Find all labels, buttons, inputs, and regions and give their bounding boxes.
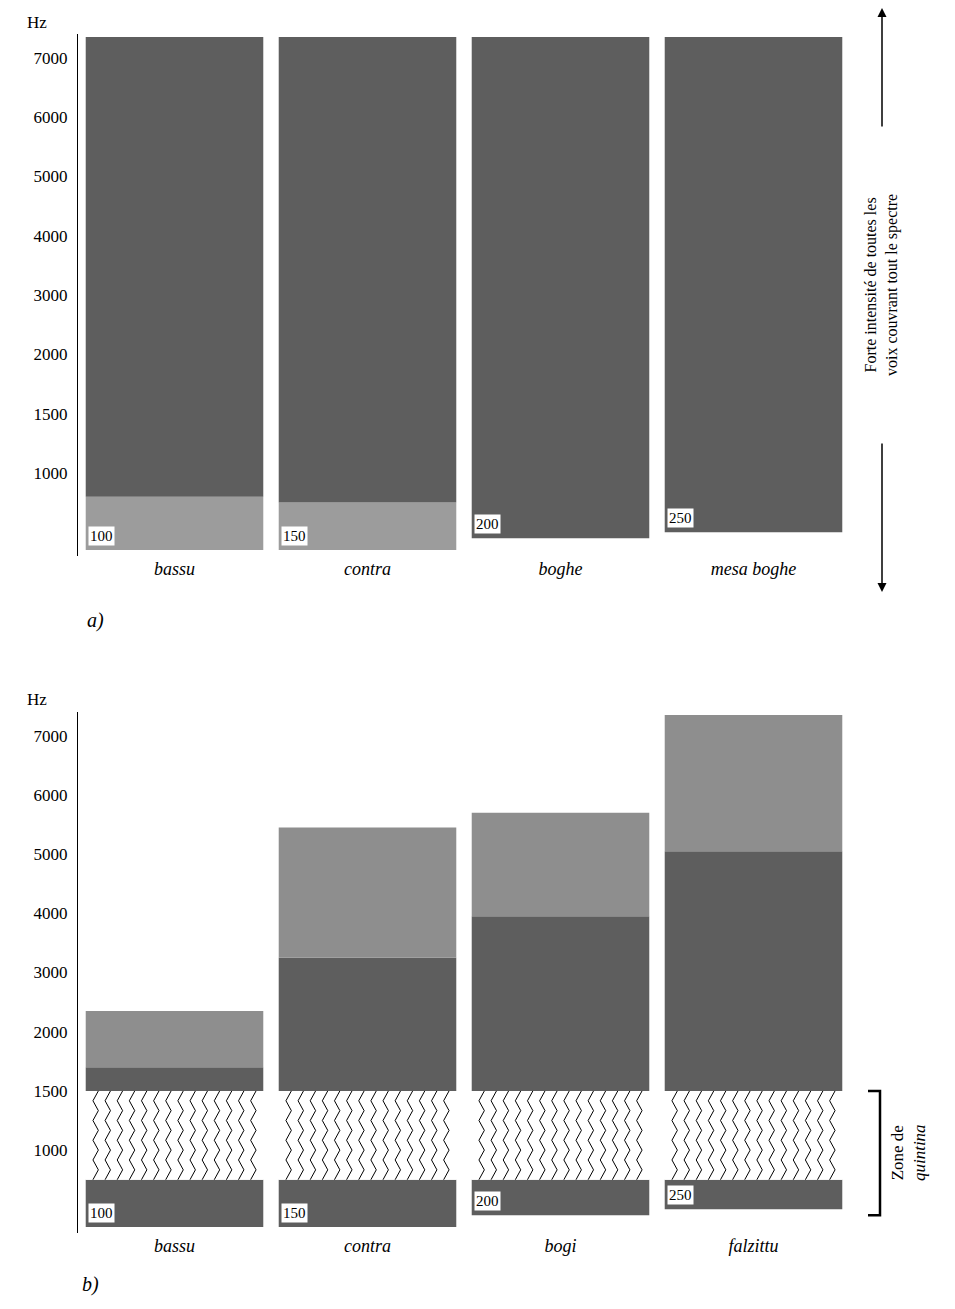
svg-text:contra: contra (344, 1236, 391, 1256)
svg-text:200: 200 (476, 1193, 499, 1209)
svg-text:3000: 3000 (34, 963, 68, 982)
svg-text:6000: 6000 (34, 108, 68, 127)
svg-text:200: 200 (476, 516, 499, 532)
svg-text:2000: 2000 (34, 345, 68, 364)
svg-text:1500: 1500 (34, 405, 68, 424)
svg-text:Forte intensité de toutes lesv: Forte intensité de toutes lesvoix couvra… (862, 194, 901, 376)
svg-text:falzittu: falzittu (728, 1236, 778, 1256)
svg-text:100: 100 (90, 1205, 113, 1221)
svg-text:150: 150 (283, 528, 306, 544)
svg-text:1000: 1000 (34, 464, 68, 483)
svg-text:b): b) (82, 1273, 99, 1296)
svg-text:Hz: Hz (27, 13, 47, 32)
svg-text:a): a) (87, 609, 104, 632)
svg-text:2000: 2000 (34, 1023, 68, 1042)
svg-text:bassu: bassu (154, 559, 195, 579)
svg-text:bogi: bogi (544, 1236, 576, 1256)
svg-text:1000: 1000 (34, 1141, 68, 1160)
svg-text:3000: 3000 (34, 286, 68, 305)
svg-text:6000: 6000 (34, 786, 68, 805)
svg-text:5000: 5000 (34, 167, 68, 186)
svg-text:boghe: boghe (539, 559, 583, 579)
svg-text:bassu: bassu (154, 1236, 195, 1256)
svg-text:mesa boghe: mesa boghe (711, 559, 796, 579)
svg-text:Hz: Hz (27, 690, 47, 709)
svg-text:100: 100 (90, 528, 113, 544)
svg-text:7000: 7000 (34, 727, 68, 746)
svg-text:7000: 7000 (34, 49, 68, 68)
svg-text:5000: 5000 (34, 845, 68, 864)
svg-text:250: 250 (669, 510, 692, 526)
svg-text:1500: 1500 (34, 1082, 68, 1101)
svg-text:Zone dequintina: Zone dequintina (888, 1124, 929, 1181)
svg-text:contra: contra (344, 559, 391, 579)
svg-text:4000: 4000 (34, 904, 68, 923)
svg-text:150: 150 (283, 1205, 306, 1221)
svg-text:4000: 4000 (34, 227, 68, 246)
svg-text:250: 250 (669, 1187, 692, 1203)
